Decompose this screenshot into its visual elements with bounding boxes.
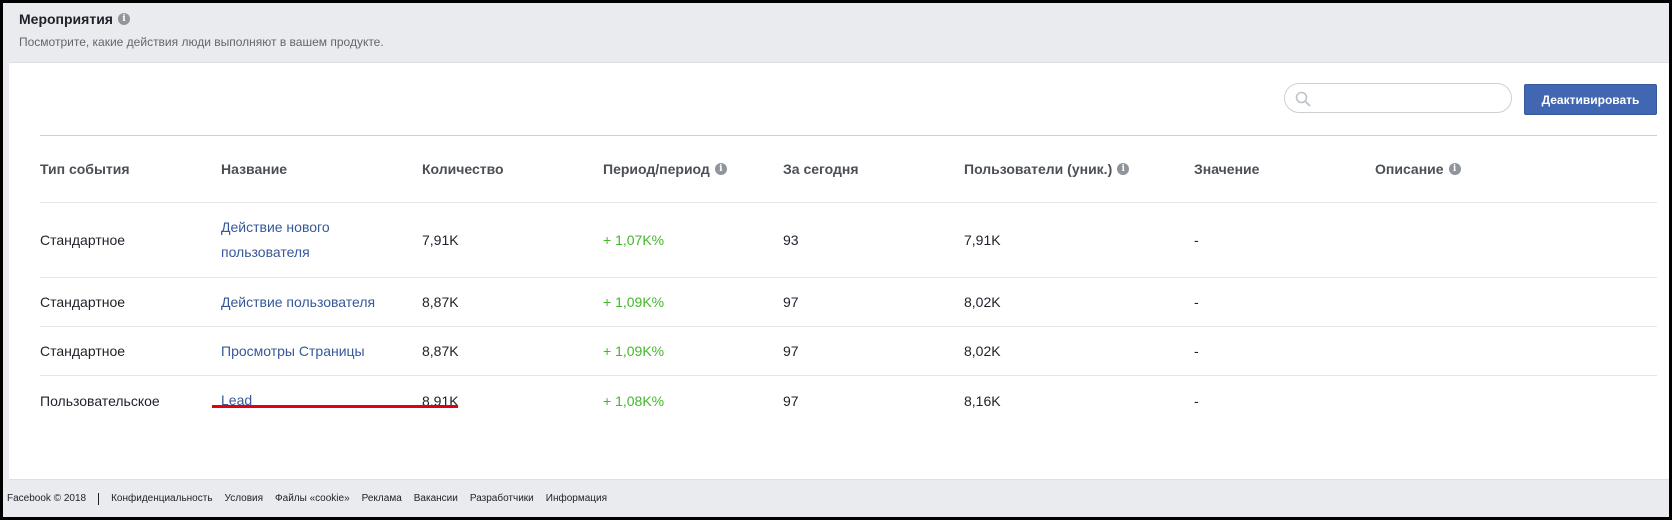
cell-event-type: Стандартное xyxy=(40,294,126,310)
event-name-link[interactable]: Действие пользователя xyxy=(221,293,376,310)
info-icon[interactable]: i xyxy=(117,13,130,25)
cell-count: 8,87K xyxy=(422,294,459,310)
col-header-label: Количество xyxy=(422,161,504,177)
cell-period: + 1,09K% xyxy=(603,343,665,359)
footer-divider xyxy=(98,492,100,505)
cell-today: 97 xyxy=(783,392,799,409)
info-icon[interactable]: i xyxy=(1448,163,1461,175)
events-table: Тип события Название Количество Период/п… xyxy=(40,136,1657,425)
col-header-period[interactable]: Период/период i xyxy=(603,136,727,202)
footer-link-privacy[interactable]: Конфиденциальность xyxy=(111,493,213,504)
event-name-link[interactable]: Действие нового пользователя xyxy=(221,219,330,260)
col-header-label: Значение xyxy=(1194,161,1260,177)
cell-event-type: Стандартное xyxy=(40,343,126,359)
search-icon xyxy=(1295,91,1311,107)
col-header-label: За сегодня xyxy=(783,161,859,177)
table-row: Пользовательское Lead 8,91K + 1,08K% 97 … xyxy=(40,376,1657,425)
cell-count: 8,91K xyxy=(422,392,459,409)
event-name-link[interactable]: Просмотры Страницы xyxy=(221,342,365,359)
footer-link-developers[interactable]: Разработчики xyxy=(469,493,534,504)
info-icon[interactable]: i xyxy=(714,163,727,175)
cell-event-name: Действие пользователя xyxy=(221,278,375,326)
search-box[interactable] xyxy=(1284,83,1512,113)
col-header-today[interactable]: За сегодня xyxy=(783,136,859,202)
cell-unique-users: 7,91K xyxy=(964,232,1001,248)
highlight-underline xyxy=(212,405,458,408)
col-header-label: Тип события xyxy=(40,161,130,177)
page-header: Мероприятия i Посмотрите, какие действия… xyxy=(3,3,1669,62)
cell-event-type: Пользовательское xyxy=(40,392,160,409)
col-header-description[interactable]: Описание i xyxy=(1375,136,1461,202)
cell-value: - xyxy=(1194,392,1199,409)
cell-period: + 1,09K% xyxy=(603,294,665,310)
divider xyxy=(40,135,1657,136)
col-header-name[interactable]: Название xyxy=(221,136,287,202)
col-header-event-type[interactable]: Тип события xyxy=(40,136,130,202)
cell-count: 8,87K xyxy=(422,343,459,359)
cell-value: - xyxy=(1194,232,1199,248)
footer-copyright: Facebook © 2018 xyxy=(7,493,87,504)
col-header-value[interactable]: Значение xyxy=(1194,136,1259,202)
info-icon[interactable]: i xyxy=(1117,163,1130,175)
table-header-row: Тип события Название Количество Период/п… xyxy=(40,136,1657,203)
col-header-label: Описание xyxy=(1375,161,1444,177)
cell-period: + 1,08K% xyxy=(603,392,665,409)
cell-event-name: Действие нового пользователя xyxy=(221,203,351,277)
table-row: Стандартное Действие пользователя 8,87K … xyxy=(40,278,1657,327)
footer-link-terms[interactable]: Условия xyxy=(224,493,264,504)
cell-today: 93 xyxy=(783,232,799,248)
search-input[interactable] xyxy=(1315,88,1505,108)
app-frame: Мероприятия i Посмотрите, какие действия… xyxy=(3,3,1669,517)
footer-link-info[interactable]: Информация xyxy=(545,493,607,504)
footer-link-ads[interactable]: Реклама xyxy=(361,493,402,504)
col-header-count[interactable]: Количество xyxy=(422,136,504,202)
cell-event-name: Lead xyxy=(221,376,252,425)
cell-unique-users: 8,02K xyxy=(964,343,1001,359)
footer-link-cookies[interactable]: Файлы «cookie» xyxy=(275,493,350,504)
page-footer: Facebook © 2018 Конфиденциальность Услов… xyxy=(3,480,1669,517)
cell-unique-users: 8,16K xyxy=(964,392,1001,409)
cell-value: - xyxy=(1194,294,1199,310)
page-title: Мероприятия i xyxy=(19,11,130,27)
page-title-text: Мероприятия xyxy=(19,11,113,27)
col-header-unique-users[interactable]: Пользователи (уник.) i xyxy=(964,136,1130,202)
footer-link-careers[interactable]: Вакансии xyxy=(413,493,458,504)
deactivate-button[interactable]: Деактивировать xyxy=(1524,84,1657,115)
cell-value: - xyxy=(1194,343,1199,359)
cell-unique-users: 8,02K xyxy=(964,294,1001,310)
col-header-label: Пользователи (уник.) xyxy=(964,161,1113,177)
table-row: Стандартное Действие нового пользователя… xyxy=(40,203,1657,278)
cell-count: 7,91K xyxy=(422,232,459,248)
cell-today: 97 xyxy=(783,294,799,310)
cell-event-type: Стандартное xyxy=(40,232,126,248)
cell-period: + 1,07K% xyxy=(603,232,665,248)
event-name-link[interactable]: Lead xyxy=(221,392,253,408)
col-header-label: Период/период xyxy=(603,161,710,177)
cell-today: 97 xyxy=(783,343,799,359)
col-header-label: Название xyxy=(221,161,288,177)
page-subtitle: Посмотрите, какие действия люди выполняю… xyxy=(19,35,384,49)
table-row: Стандартное Просмотры Страницы 8,87K + 1… xyxy=(40,327,1657,376)
cell-event-name: Просмотры Страницы xyxy=(221,327,365,375)
events-panel: Деактивировать Тип события Название Коли… xyxy=(9,62,1669,480)
